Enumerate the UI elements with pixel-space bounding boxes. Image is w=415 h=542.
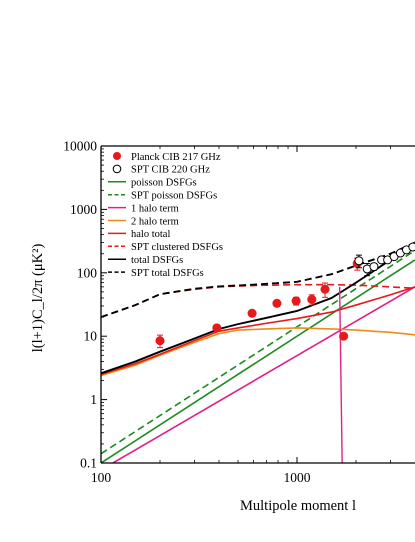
series-line-total-dsfgs xyxy=(101,246,415,375)
y-tick-label: 0.1 xyxy=(80,456,97,471)
legend-marker xyxy=(112,164,122,174)
legend: Planck CIB 217 GHz SPT CIB 220 GHz poisson… xyxy=(108,152,223,279)
series-points-planck-cib-217-ghz xyxy=(155,257,362,349)
series-line-2-halo-term xyxy=(101,327,415,377)
series-points-spt-cib-220-ghz xyxy=(354,242,415,277)
data-point xyxy=(272,298,282,308)
data-point xyxy=(339,331,349,341)
data-point xyxy=(354,256,364,266)
data-point xyxy=(155,336,165,346)
x-tick-label: 1000 xyxy=(283,470,310,485)
axes-layer: 0.1 1 10 100 1000 10000 100 1000 xyxy=(63,139,391,485)
legend-label: SPT total DSFGs xyxy=(131,268,204,279)
legend-label: 1 halo term xyxy=(131,203,179,214)
data-point xyxy=(291,296,301,306)
x-axis-label: Multipole moment l xyxy=(240,498,356,514)
plot-data-layer xyxy=(101,241,415,463)
data-point xyxy=(408,242,415,252)
y-axis-label: l(l+1)C_l/2π (μK²) xyxy=(30,244,46,353)
legend-label: SPT clustered DSFGs xyxy=(131,242,223,253)
legend-marker xyxy=(113,152,121,160)
legend-label: 2 halo term xyxy=(131,216,179,227)
data-point xyxy=(369,262,379,272)
x-tick-label: 100 xyxy=(91,470,112,485)
y-tick-label: 100 xyxy=(77,265,98,280)
data-point xyxy=(212,323,222,333)
plot-area xyxy=(101,241,415,463)
data-point xyxy=(320,284,330,294)
legend-label: Planck CIB 217 GHz xyxy=(131,152,221,163)
legend-label: SPT poisson DSFGs xyxy=(131,191,217,202)
legend-label: halo total xyxy=(131,229,170,240)
y-tick-label: 10000 xyxy=(63,139,97,154)
series-line-poisson-dsfgs xyxy=(101,259,415,463)
series-line-1-halo-term xyxy=(112,286,415,463)
y-tick-label: 1000 xyxy=(70,202,97,217)
y-tick-label: 1 xyxy=(90,392,97,407)
series-line-halo-total xyxy=(101,286,415,376)
series-line-spt-total-dsfgs xyxy=(101,241,415,319)
legend-label: total DSFGs xyxy=(131,255,183,266)
legend-label: SPT CIB 220 GHz xyxy=(131,165,210,176)
plot-frame-layer xyxy=(100,145,415,464)
data-point xyxy=(247,308,257,318)
legend-label: poisson DSFGs xyxy=(131,178,197,189)
y-tick-label: 10 xyxy=(84,329,98,344)
series-line-spt-poisson-dsfgs xyxy=(101,249,415,455)
series-spike-1-halo-term xyxy=(338,286,343,463)
data-point xyxy=(307,294,317,304)
